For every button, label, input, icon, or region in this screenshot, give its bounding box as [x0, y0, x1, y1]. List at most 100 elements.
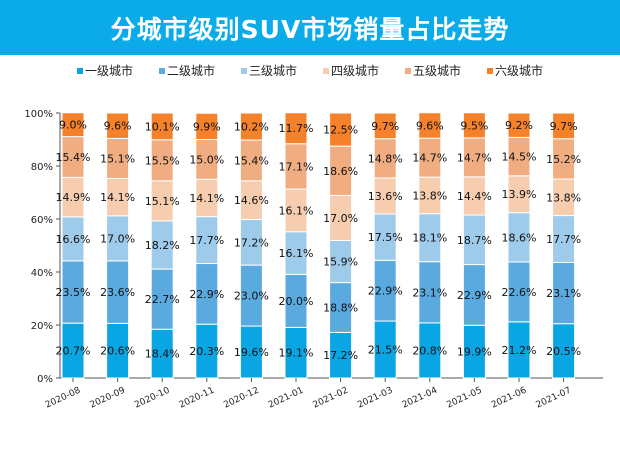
- data-label: 22.9%: [457, 289, 492, 302]
- bar-segment: [418, 112, 442, 139]
- data-label: 15.9%: [323, 256, 358, 269]
- bar-segment: [106, 112, 130, 139]
- data-label: 9.7%: [550, 120, 578, 133]
- data-label: 14.1%: [100, 191, 135, 204]
- data-label: 14.7%: [457, 151, 492, 164]
- y-tick-label: 40%: [31, 268, 53, 279]
- data-label: 9.6%: [104, 120, 132, 133]
- data-label: 14.7%: [412, 152, 447, 165]
- data-label: 17.0%: [323, 212, 358, 225]
- data-label: 17.2%: [234, 236, 269, 249]
- y-tick-label: 0%: [37, 374, 53, 385]
- data-label: 19.9%: [457, 346, 492, 359]
- data-label: 13.8%: [412, 189, 447, 202]
- data-label: 22.9%: [368, 285, 403, 298]
- data-label: 23.5%: [56, 286, 91, 299]
- data-label: 9.7%: [371, 120, 399, 133]
- data-label: 15.4%: [234, 154, 269, 167]
- legend: 一级城市 二级城市 三级城市 四级城市 五级城市 六级城市: [0, 62, 620, 79]
- x-tick-label: 2021-01: [267, 386, 305, 411]
- data-label: 15.4%: [56, 151, 91, 164]
- data-label: 17.7%: [189, 234, 224, 247]
- data-label: 17.0%: [100, 232, 135, 245]
- data-label: 23.0%: [234, 290, 269, 303]
- x-tick-label: 2020-10: [133, 386, 172, 411]
- legend-swatch: [405, 67, 412, 74]
- data-label: 17.2%: [323, 349, 358, 362]
- data-label: 11.7%: [279, 122, 314, 135]
- data-label: 16.6%: [56, 233, 91, 246]
- legend-item: 一级城市: [76, 62, 133, 79]
- legend-swatch: [76, 67, 83, 74]
- data-label: 15.0%: [189, 153, 224, 166]
- data-label: 14.1%: [189, 192, 224, 205]
- data-label: 20.6%: [100, 345, 135, 358]
- data-label: 20.7%: [56, 345, 91, 358]
- data-label: 15.2%: [546, 153, 581, 166]
- data-label: 10.1%: [145, 120, 180, 133]
- bar-segment: [462, 112, 486, 139]
- data-label: 14.6%: [234, 194, 269, 207]
- bar-segment: [507, 112, 531, 138]
- data-label: 10.2%: [234, 121, 269, 134]
- y-tick-label: 20%: [31, 321, 53, 332]
- legend-item: 五级城市: [405, 62, 461, 79]
- data-label: 16.1%: [279, 204, 314, 217]
- data-label: 23.6%: [100, 286, 135, 299]
- data-label: 14.8%: [368, 152, 403, 165]
- x-tick-label: 2020-11: [178, 386, 216, 411]
- data-label: 21.5%: [368, 344, 403, 357]
- data-label: 9.9%: [193, 120, 221, 133]
- legend-label: 二级城市: [166, 64, 215, 78]
- legend-item: 三级城市: [240, 62, 297, 79]
- data-label: 9.2%: [505, 119, 533, 132]
- bar-segment: [284, 112, 308, 145]
- data-label: 18.7%: [457, 234, 492, 247]
- data-label: 9.6%: [416, 119, 444, 132]
- data-label: 18.1%: [412, 232, 447, 245]
- data-label: 14.9%: [56, 191, 91, 204]
- legend-swatch: [240, 67, 247, 74]
- data-label: 17.1%: [279, 160, 314, 173]
- legend-swatch: [323, 67, 329, 74]
- x-tick-label: 2021-05: [445, 386, 483, 411]
- bar-segment: [195, 112, 219, 140]
- data-label: 22.7%: [145, 293, 180, 306]
- data-label: 22.6%: [502, 286, 537, 299]
- x-tick-label: 2021-07: [535, 386, 573, 411]
- bar-segment: [239, 112, 263, 141]
- data-label: 14.4%: [457, 190, 492, 203]
- data-label: 19.6%: [234, 346, 269, 359]
- legend-item: 六级城市: [487, 62, 543, 79]
- data-label: 18.6%: [502, 231, 537, 244]
- data-label: 12.5%: [323, 124, 358, 137]
- x-tick-label: 2020-12: [222, 386, 260, 411]
- y-tick-label: 60%: [31, 215, 53, 226]
- data-label: 23.1%: [546, 287, 581, 300]
- data-label: 13.9%: [502, 188, 537, 201]
- legend-item: 四级城市: [323, 62, 379, 79]
- x-tick-label: 2021-03: [356, 386, 394, 411]
- data-label: 15.1%: [145, 195, 180, 208]
- legend-item: 二级城市: [158, 62, 215, 79]
- x-tick-label: 2020-09: [89, 386, 128, 411]
- data-label: 20.8%: [412, 344, 447, 357]
- data-label: 18.6%: [323, 165, 358, 178]
- data-label: 20.5%: [546, 345, 581, 358]
- data-label: 13.6%: [368, 190, 403, 203]
- bar-segment: [61, 112, 85, 138]
- data-label: 23.1%: [412, 286, 447, 299]
- data-label: 17.7%: [546, 233, 581, 246]
- legend-label: 四级城市: [331, 64, 380, 78]
- title-bar: 分城市级别SUV市场销量占比走势: [0, 0, 620, 55]
- legend-label: 一级城市: [84, 64, 133, 78]
- data-label: 13.8%: [546, 191, 581, 204]
- y-tick-label: 100%: [24, 109, 53, 120]
- legend-swatch: [158, 67, 165, 74]
- bar-segment: [552, 112, 576, 140]
- data-label: 21.2%: [502, 344, 537, 357]
- data-label: 20.0%: [279, 295, 314, 308]
- legend-label: 三级城市: [248, 64, 297, 78]
- x-tick-label: 2021-02: [312, 386, 350, 411]
